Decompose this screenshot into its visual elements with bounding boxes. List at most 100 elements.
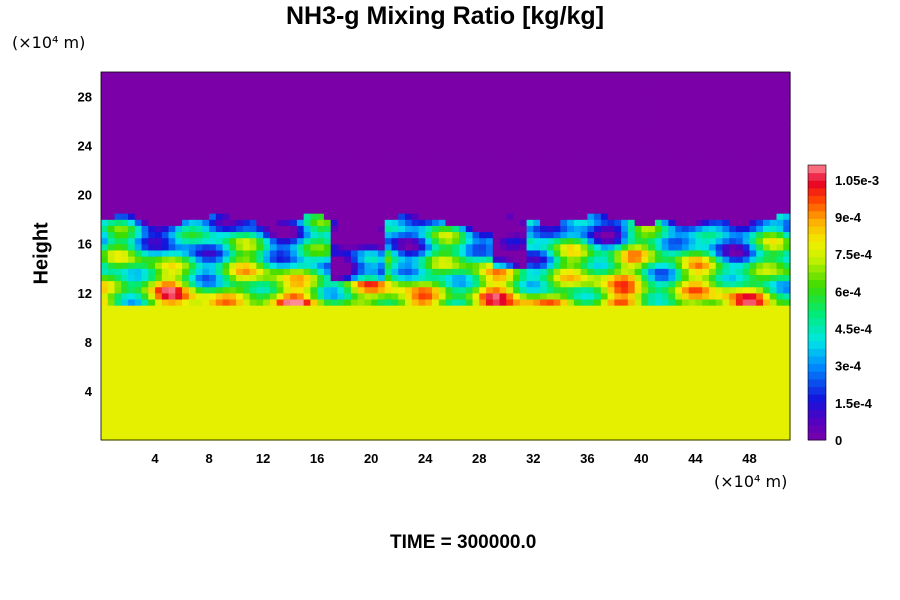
heatmap-cell bbox=[202, 213, 210, 220]
heatmap-cell bbox=[486, 335, 494, 343]
heatmap-cell bbox=[594, 421, 602, 429]
heatmap-cell bbox=[587, 427, 595, 435]
heatmap-cell bbox=[594, 286, 602, 294]
heatmap-cell bbox=[249, 249, 257, 257]
heatmap-cell bbox=[256, 243, 264, 251]
heatmap-cell bbox=[587, 390, 595, 398]
heatmap-cell bbox=[600, 292, 609, 300]
heatmap-cell bbox=[148, 341, 156, 349]
heatmap-cell bbox=[357, 421, 366, 429]
heatmap-cell bbox=[486, 157, 494, 165]
heatmap-cell bbox=[742, 433, 751, 441]
heatmap-cell bbox=[134, 292, 143, 300]
heatmap-cell bbox=[472, 354, 480, 361]
heatmap-cell bbox=[519, 335, 528, 343]
heatmap-cell bbox=[762, 390, 771, 398]
heatmap-cell bbox=[269, 311, 278, 318]
heatmap-cell bbox=[783, 157, 791, 165]
heatmap-cell bbox=[472, 256, 480, 263]
heatmap-cell bbox=[499, 170, 507, 177]
heatmap-cell bbox=[573, 378, 582, 386]
heatmap-cell bbox=[182, 372, 190, 380]
heatmap-cell bbox=[128, 243, 136, 251]
heatmap-cell bbox=[614, 237, 622, 245]
heatmap-cell bbox=[769, 323, 778, 331]
heatmap-cell bbox=[533, 292, 541, 300]
heatmap-cell bbox=[756, 298, 764, 306]
heatmap-cell bbox=[486, 151, 494, 159]
heatmap-cell bbox=[695, 139, 703, 147]
heatmap-cell bbox=[438, 397, 447, 404]
heatmap-cell bbox=[317, 354, 325, 361]
heatmap-cell bbox=[215, 188, 224, 196]
heatmap-cell bbox=[668, 378, 676, 386]
heatmap-cell bbox=[296, 280, 305, 288]
heatmap-cell bbox=[236, 280, 244, 288]
heatmap-cell bbox=[283, 280, 291, 288]
heatmap-cell bbox=[756, 206, 764, 214]
heatmap-cell bbox=[310, 354, 318, 361]
heatmap-cell bbox=[492, 390, 501, 398]
heatmap-cell bbox=[438, 268, 447, 275]
heatmap-cell bbox=[459, 256, 467, 263]
heatmap-cell bbox=[661, 298, 670, 306]
heatmap-cell bbox=[256, 292, 264, 300]
heatmap-cell bbox=[121, 268, 129, 275]
heatmap-cell bbox=[600, 305, 609, 312]
heatmap-cell bbox=[317, 397, 325, 404]
heatmap-cell bbox=[323, 256, 332, 263]
heatmap-cell bbox=[188, 219, 197, 226]
heatmap-cell bbox=[188, 280, 197, 288]
heatmap-cell bbox=[134, 329, 143, 337]
heatmap-cell bbox=[188, 317, 197, 325]
heatmap-cell bbox=[668, 372, 676, 380]
heatmap-cell bbox=[553, 225, 561, 233]
heatmap-cell bbox=[459, 378, 467, 386]
heatmap-cell bbox=[459, 164, 467, 171]
heatmap-cell bbox=[411, 341, 420, 349]
heatmap-cell bbox=[438, 341, 447, 349]
heatmap-cell bbox=[182, 200, 190, 208]
heatmap-cell bbox=[695, 329, 703, 337]
heatmap-cell bbox=[418, 286, 426, 294]
heatmap-cell bbox=[654, 268, 663, 275]
heatmap-cell bbox=[553, 262, 561, 269]
heatmap-cell bbox=[621, 305, 629, 312]
heatmap-cell bbox=[222, 372, 230, 380]
heatmap-cell bbox=[438, 298, 447, 306]
heatmap-cell bbox=[465, 237, 474, 245]
heatmap-cell bbox=[134, 360, 143, 367]
heatmap-cell bbox=[114, 243, 122, 251]
heatmap-cell bbox=[344, 268, 352, 275]
heatmap-cell bbox=[337, 274, 345, 282]
heatmap-cell bbox=[459, 335, 467, 343]
heatmap-cell bbox=[114, 403, 122, 410]
heatmap-cell bbox=[384, 427, 393, 435]
heatmap-cell bbox=[242, 397, 251, 404]
heatmap-cell bbox=[337, 170, 345, 177]
heatmap-cell bbox=[134, 256, 143, 263]
heatmap-cell bbox=[634, 292, 642, 300]
heatmap-cell bbox=[594, 200, 602, 208]
heatmap-cell bbox=[553, 151, 561, 159]
heatmap-cell bbox=[134, 176, 143, 183]
heatmap-cell bbox=[573, 366, 582, 374]
heatmap-cell bbox=[722, 188, 730, 196]
heatmap-cell bbox=[249, 354, 257, 361]
heatmap-cell bbox=[411, 151, 420, 159]
heatmap-cell bbox=[364, 231, 372, 239]
heatmap-cell bbox=[357, 354, 366, 361]
heatmap-cell bbox=[540, 292, 548, 300]
heatmap-cell bbox=[587, 268, 595, 275]
heatmap-cell bbox=[506, 139, 514, 147]
heatmap-cell bbox=[506, 170, 514, 177]
heatmap-cell bbox=[425, 262, 433, 269]
heatmap-cell bbox=[695, 397, 703, 404]
heatmap-cell bbox=[101, 354, 109, 361]
heatmap-cell bbox=[202, 415, 210, 423]
heatmap-cell bbox=[722, 409, 730, 417]
heatmap-cell bbox=[222, 421, 230, 429]
heatmap-cell bbox=[121, 403, 129, 410]
heatmap-cell bbox=[141, 341, 149, 349]
heatmap-cell bbox=[560, 354, 568, 361]
